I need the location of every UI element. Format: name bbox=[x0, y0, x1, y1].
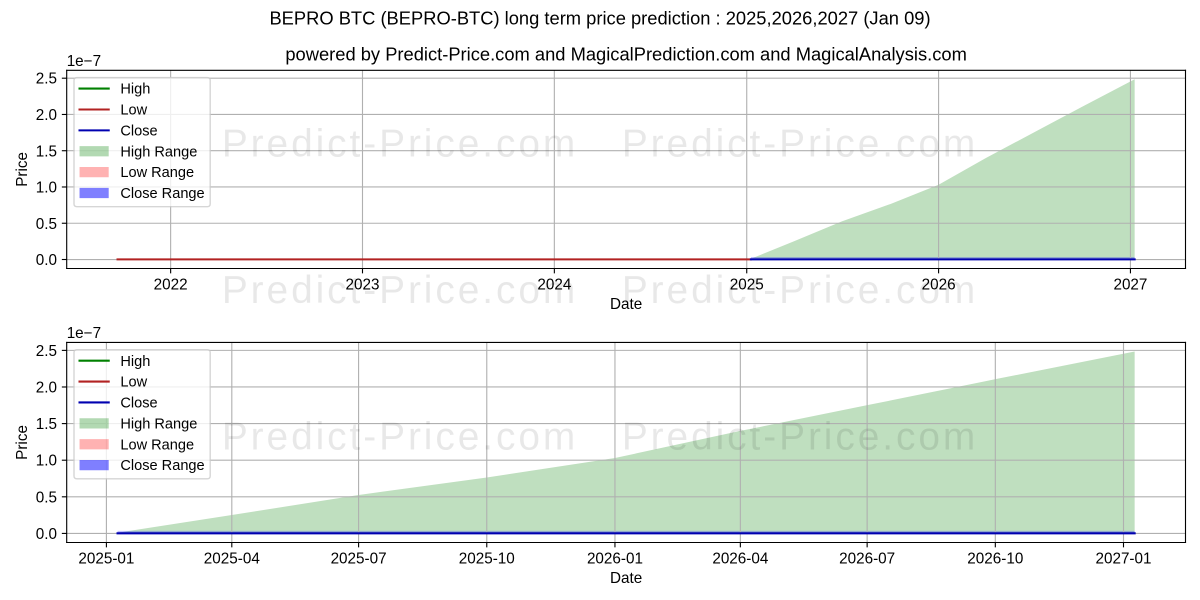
svg-text:Price: Price bbox=[14, 152, 31, 187]
svg-text:2.5: 2.5 bbox=[36, 343, 57, 360]
svg-text:Predict-Price.com: Predict-Price.com bbox=[622, 416, 978, 459]
svg-text:2.5: 2.5 bbox=[36, 71, 57, 88]
svg-text:2027-01: 2027-01 bbox=[1095, 550, 1151, 567]
svg-text:2.0: 2.0 bbox=[36, 380, 57, 397]
svg-text:Close: Close bbox=[120, 123, 157, 139]
svg-text:BEPRO BTC (BEPRO-BTC) long ter: BEPRO BTC (BEPRO-BTC) long term price pr… bbox=[269, 8, 930, 29]
svg-text:2022: 2022 bbox=[154, 276, 188, 293]
svg-text:2027: 2027 bbox=[1113, 276, 1147, 293]
svg-text:0.5: 0.5 bbox=[36, 489, 57, 506]
svg-text:Date: Date bbox=[610, 296, 642, 313]
svg-text:powered by Predict-Price.com a: powered by Predict-Price.com and Magical… bbox=[285, 44, 967, 65]
svg-text:1.5: 1.5 bbox=[36, 143, 57, 160]
svg-text:High: High bbox=[120, 82, 150, 98]
svg-text:High Range: High Range bbox=[120, 144, 197, 160]
svg-text:Close Range: Close Range bbox=[120, 186, 204, 202]
svg-text:Predict-Price.com: Predict-Price.com bbox=[622, 269, 978, 312]
svg-text:2.0: 2.0 bbox=[36, 107, 57, 124]
svg-text:2026-04: 2026-04 bbox=[712, 550, 769, 567]
svg-text:2026-10: 2026-10 bbox=[967, 550, 1023, 567]
svg-text:2026-01: 2026-01 bbox=[587, 550, 643, 567]
svg-text:2026: 2026 bbox=[922, 276, 956, 293]
svg-text:Predict-Price.com: Predict-Price.com bbox=[222, 416, 578, 459]
svg-text:2025-04: 2025-04 bbox=[204, 550, 261, 567]
svg-text:0.0: 0.0 bbox=[36, 526, 57, 543]
svg-text:1.0: 1.0 bbox=[36, 180, 57, 197]
svg-text:Predict-Price.com: Predict-Price.com bbox=[222, 123, 578, 166]
svg-text:Date: Date bbox=[610, 570, 642, 587]
svg-text:2024: 2024 bbox=[537, 276, 571, 293]
svg-text:Low Range: Low Range bbox=[120, 437, 194, 453]
svg-text:2026-07: 2026-07 bbox=[839, 550, 895, 567]
svg-text:Price: Price bbox=[14, 425, 31, 460]
svg-text:High Range: High Range bbox=[120, 416, 197, 432]
svg-text:Predict-Price.com: Predict-Price.com bbox=[622, 123, 978, 166]
svg-text:Low: Low bbox=[120, 375, 147, 391]
svg-text:2025: 2025 bbox=[730, 276, 764, 293]
svg-text:2025-01: 2025-01 bbox=[78, 550, 134, 567]
svg-text:2025-07: 2025-07 bbox=[331, 550, 387, 567]
svg-text:Low Range: Low Range bbox=[120, 165, 194, 181]
svg-text:0.0: 0.0 bbox=[36, 252, 57, 269]
svg-text:2023: 2023 bbox=[346, 276, 380, 293]
svg-text:Close: Close bbox=[120, 396, 157, 412]
svg-text:2025-10: 2025-10 bbox=[459, 550, 515, 567]
svg-text:Low: Low bbox=[120, 103, 147, 119]
svg-text:1e−7: 1e−7 bbox=[67, 325, 101, 342]
svg-text:Close Range: Close Range bbox=[120, 458, 204, 474]
svg-text:1.0: 1.0 bbox=[36, 453, 57, 470]
svg-text:Predict-Price.com: Predict-Price.com bbox=[222, 269, 578, 312]
svg-text:1e−7: 1e−7 bbox=[67, 53, 101, 70]
svg-text:0.5: 0.5 bbox=[36, 216, 57, 233]
svg-text:1.5: 1.5 bbox=[36, 416, 57, 433]
svg-text:High: High bbox=[120, 354, 150, 370]
